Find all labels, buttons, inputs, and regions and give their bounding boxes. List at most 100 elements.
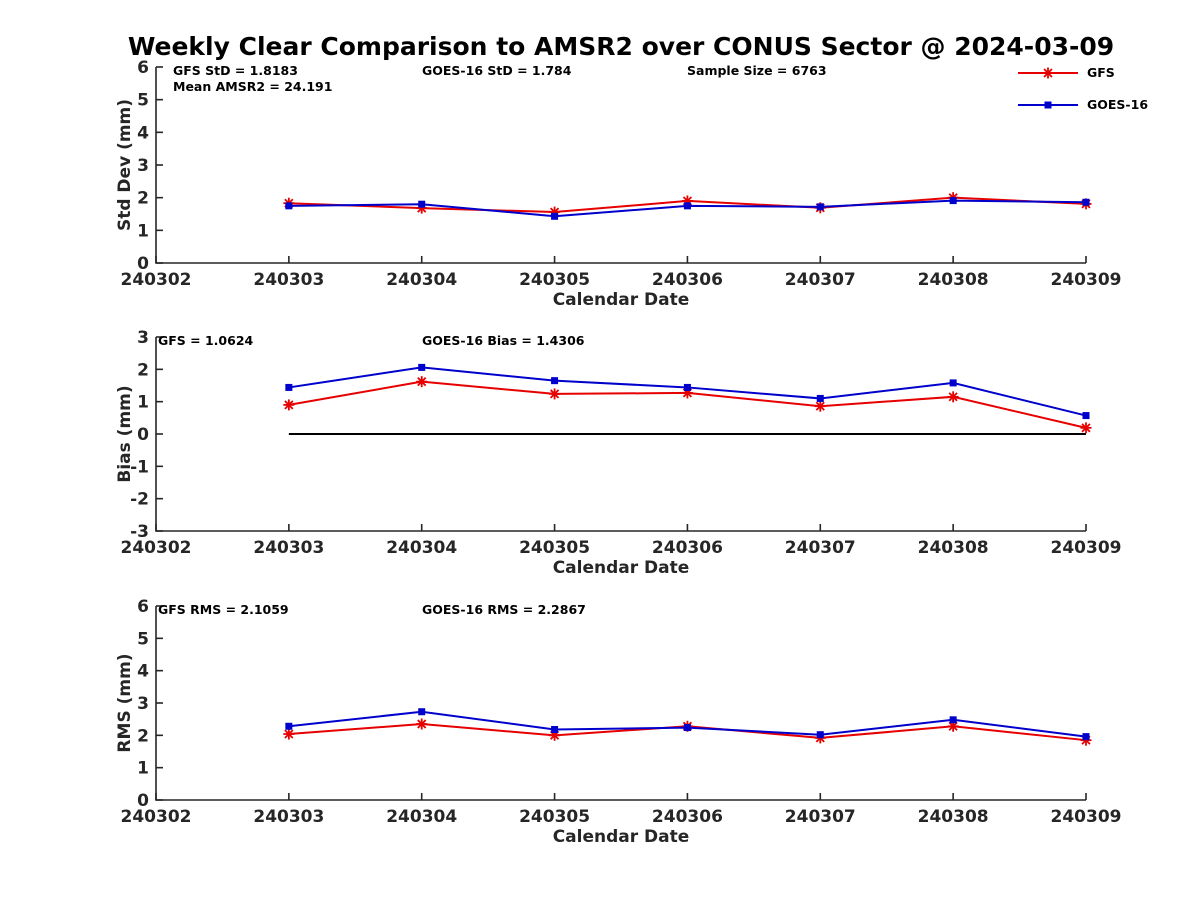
data-point bbox=[416, 376, 428, 388]
x-tick-label: 240307 bbox=[785, 538, 856, 558]
stat-annotation: GFS RMS = 2.1059 bbox=[158, 602, 289, 617]
x-tick-label: 240305 bbox=[519, 807, 590, 827]
x-axis-label: Calendar Date bbox=[553, 827, 690, 847]
data-point bbox=[816, 394, 824, 402]
data-point bbox=[285, 722, 293, 730]
legend: GFS GOES-16 bbox=[1018, 65, 1148, 112]
panel-1: 0 1 2 3 4 5 6 240302 240303 240304 240305 240306 240… bbox=[115, 58, 1121, 310]
legend-label: GFS bbox=[1087, 65, 1115, 80]
y-tick-label: 4 bbox=[137, 123, 149, 143]
data-point bbox=[283, 399, 295, 411]
x-tick-label: 240305 bbox=[519, 270, 590, 290]
x-tick-label: 240309 bbox=[1051, 807, 1122, 827]
x-axis-label: Calendar Date bbox=[553, 290, 690, 310]
x-tick-label: 240305 bbox=[519, 538, 590, 558]
y-tick-label: 3 bbox=[137, 328, 149, 348]
y-tick-label: 2 bbox=[137, 360, 149, 380]
y-tick-label: 6 bbox=[137, 597, 149, 617]
legend-marker bbox=[1042, 67, 1054, 79]
panel-2: -3 -2 -1 0 1 2 3 240302 240303 240304 240305 240306… bbox=[115, 328, 1121, 578]
y-tick-label: 6 bbox=[137, 58, 149, 78]
data-point bbox=[683, 202, 691, 210]
data-point bbox=[416, 718, 428, 730]
data-point bbox=[947, 391, 959, 403]
series-goes-16 bbox=[285, 197, 1090, 220]
y-tick-label: -2 bbox=[130, 490, 149, 510]
data-point bbox=[551, 377, 559, 385]
y-axis-label: Bias (mm) bbox=[115, 385, 135, 482]
data-point bbox=[816, 731, 824, 739]
data-point bbox=[1082, 198, 1090, 206]
data-point bbox=[418, 363, 426, 371]
x-tick-label: 240308 bbox=[918, 538, 989, 558]
y-tick-label: 0 bbox=[137, 791, 149, 811]
series-goes-16 bbox=[285, 363, 1090, 420]
series-goes-16 bbox=[285, 708, 1090, 741]
y-tick-label: 3 bbox=[137, 156, 149, 176]
data-point bbox=[418, 708, 426, 716]
y-tick-label: 0 bbox=[137, 254, 149, 274]
y-tick-label: 5 bbox=[137, 91, 149, 111]
x-tick-label: 240306 bbox=[652, 538, 723, 558]
y-tick-label: 2 bbox=[137, 189, 149, 209]
data-point bbox=[683, 724, 691, 732]
stat-annotation: GOES-16 StD = 1.784 bbox=[422, 63, 572, 78]
x-tick-label: 240307 bbox=[785, 807, 856, 827]
data-point bbox=[683, 383, 691, 391]
x-tick-label: 240304 bbox=[386, 807, 457, 827]
axes-frame bbox=[155, 606, 1086, 801]
x-tick-label: 240309 bbox=[1051, 270, 1122, 290]
data-point bbox=[1080, 422, 1092, 434]
x-tick-label: 240308 bbox=[918, 270, 989, 290]
legend-item-goes-16: GOES-16 bbox=[1018, 97, 1148, 112]
x-axis-label: Calendar Date bbox=[553, 558, 690, 578]
data-point bbox=[285, 202, 293, 210]
data-point bbox=[549, 388, 561, 400]
x-tick-label: 240306 bbox=[652, 807, 723, 827]
y-tick-label: -3 bbox=[130, 522, 149, 542]
y-tick-label: 1 bbox=[137, 759, 149, 779]
x-tick-label: 240302 bbox=[121, 538, 192, 558]
stat-annotation: GFS StD = 1.8183 bbox=[173, 63, 298, 78]
data-point bbox=[816, 203, 824, 211]
x-tick-label: 240302 bbox=[121, 270, 192, 290]
data-point bbox=[1082, 412, 1090, 420]
data-point bbox=[1082, 733, 1090, 741]
legend-item-gfs: GFS bbox=[1018, 65, 1115, 80]
data-point bbox=[418, 200, 426, 208]
y-axis-label: RMS (mm) bbox=[115, 653, 135, 752]
stat-annotation: GFS = 1.0624 bbox=[158, 333, 254, 348]
y-tick-label: 1 bbox=[137, 393, 149, 413]
data-point bbox=[949, 197, 957, 205]
figure-title: Weekly Clear Comparison to AMSR2 over CO… bbox=[128, 32, 1114, 61]
y-tick-label: 3 bbox=[137, 694, 149, 714]
x-tick-label: 240302 bbox=[121, 807, 192, 827]
panel-3: 0 1 2 3 4 5 6 240302 240303 240304 240305 240306 240… bbox=[115, 597, 1121, 847]
stat-annotation: Mean AMSR2 = 24.191 bbox=[173, 79, 332, 94]
data-point bbox=[814, 400, 826, 412]
x-tick-label: 240306 bbox=[652, 270, 723, 290]
axes-frame bbox=[155, 67, 1086, 264]
y-tick-label: 1 bbox=[137, 221, 149, 241]
stat-annotation: GOES-16 Bias = 1.4306 bbox=[422, 333, 585, 348]
x-tick-label: 240304 bbox=[386, 538, 457, 558]
y-tick-label: 4 bbox=[137, 662, 149, 682]
stat-annotation: Sample Size = 6763 bbox=[687, 63, 827, 78]
data-point bbox=[285, 383, 293, 391]
x-tick-label: 240303 bbox=[253, 538, 324, 558]
y-tick-label: -1 bbox=[130, 457, 149, 477]
stat-annotation: GOES-16 RMS = 2.2867 bbox=[422, 602, 586, 617]
data-point bbox=[551, 726, 559, 734]
data-point bbox=[949, 716, 957, 724]
y-tick-label: 5 bbox=[137, 629, 149, 649]
x-tick-label: 240309 bbox=[1051, 538, 1122, 558]
data-point bbox=[551, 212, 559, 220]
x-tick-label: 240304 bbox=[386, 270, 457, 290]
legend-label: GOES-16 bbox=[1087, 97, 1148, 112]
data-point bbox=[949, 379, 957, 387]
x-tick-label: 240303 bbox=[253, 270, 324, 290]
y-axis-label: Std Dev (mm) bbox=[115, 99, 135, 231]
x-tick-label: 240308 bbox=[918, 807, 989, 827]
